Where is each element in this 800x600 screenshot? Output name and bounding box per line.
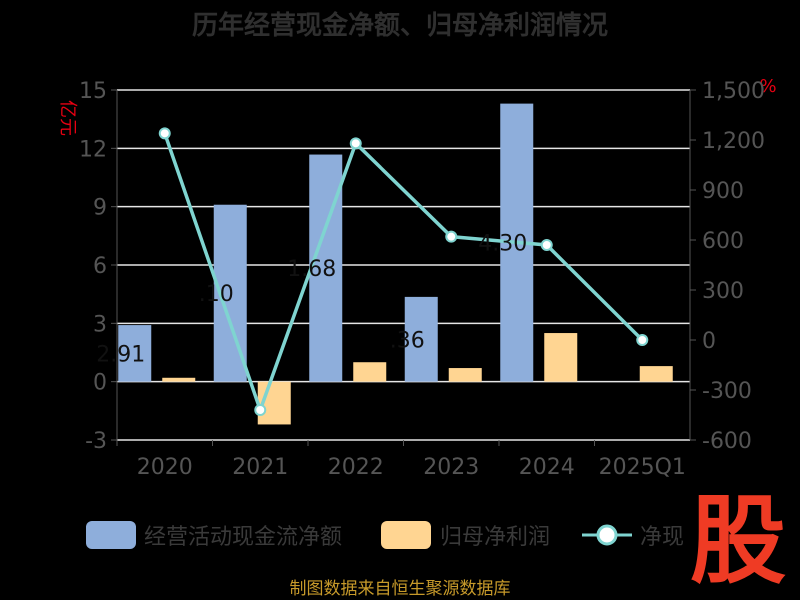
right-tick-label: 1,200 — [702, 129, 765, 154]
bar-netprofit — [448, 368, 482, 382]
data-label: .10 — [199, 282, 234, 307]
data-label: .36 — [390, 328, 425, 353]
x-tick-label: 2025Q1 — [599, 455, 686, 480]
x-tick-label: 2024 — [519, 455, 575, 480]
ratio-point — [254, 404, 267, 416]
right-axis-unit: % — [759, 76, 776, 97]
line-series — [158, 127, 649, 416]
right-tick-label: 0 — [702, 329, 716, 354]
right-tick-label: 900 — [702, 179, 744, 204]
legend-label-netprofit: 归母净利润 — [440, 525, 550, 550]
legend-marker-ratio — [596, 524, 618, 546]
legend: 经营活动现金流净额 归母净利润 净现 — [86, 521, 684, 550]
brand-mark: 股 — [690, 485, 786, 597]
bar-netprofit — [639, 366, 673, 382]
bars — [118, 103, 673, 425]
data-label: 4.30 — [478, 232, 527, 257]
left-axis-ticks: 15 12 9 6 3 0 -3 — [79, 79, 118, 454]
legend-label-cashflow: 经营活动现金流净额 — [144, 525, 342, 550]
right-tick-label: -300 — [702, 379, 752, 404]
ratio-point — [445, 230, 458, 243]
data-label: 2.91 — [96, 342, 145, 367]
bar-netprofit — [544, 333, 578, 382]
ratio-point — [540, 239, 553, 251]
bar-netprofit — [353, 362, 387, 382]
left-tick-label: 15 — [79, 79, 107, 104]
ratio-point — [636, 334, 649, 346]
left-tick-label: -3 — [85, 429, 107, 454]
left-tick-label: 12 — [79, 137, 107, 162]
right-tick-label: 300 — [702, 279, 744, 304]
x-axis-ticks: 2020 2021 2022 2023 2024 2025Q1 — [116, 440, 686, 480]
bar-cashflow — [404, 296, 438, 382]
left-axis-unit: 亿元 — [57, 100, 78, 136]
ratio-line — [163, 132, 644, 416]
left-tick-label: 9 — [93, 196, 107, 221]
x-tick-label: 2023 — [423, 455, 479, 480]
source-note: 制图数据来自恒生聚源数据库 — [290, 579, 511, 599]
x-tick-label: 2020 — [137, 455, 193, 480]
left-tick-label: 6 — [93, 254, 107, 279]
legend-swatch-cashflow — [86, 521, 136, 549]
legend-swatch-netprofit — [381, 521, 431, 549]
bar-netprofit — [162, 377, 196, 382]
x-tick-label: 2022 — [328, 455, 384, 480]
right-tick-label: 1,500 — [702, 79, 765, 104]
gridlines — [117, 89, 690, 441]
legend-label-ratio: 净现 — [640, 525, 684, 550]
right-axis-ticks: 1,500 1,200 900 600 300 0 -300 -600 — [689, 79, 765, 454]
ratio-point — [158, 127, 171, 140]
x-tick-label: 2021 — [232, 455, 288, 480]
ratio-point — [349, 137, 362, 150]
left-tick-label: 3 — [93, 312, 107, 337]
left-tick-label: 0 — [93, 371, 107, 396]
chart-title: 历年经营现金净额、归母净利润情况 — [192, 10, 608, 41]
data-labels: 2.91 .10 1.68 .36 4.30 — [96, 232, 527, 368]
bar-cashflow — [118, 325, 152, 382]
right-tick-label: 600 — [702, 229, 744, 254]
right-tick-label: -600 — [702, 429, 752, 454]
data-label: 1.68 — [287, 257, 336, 282]
